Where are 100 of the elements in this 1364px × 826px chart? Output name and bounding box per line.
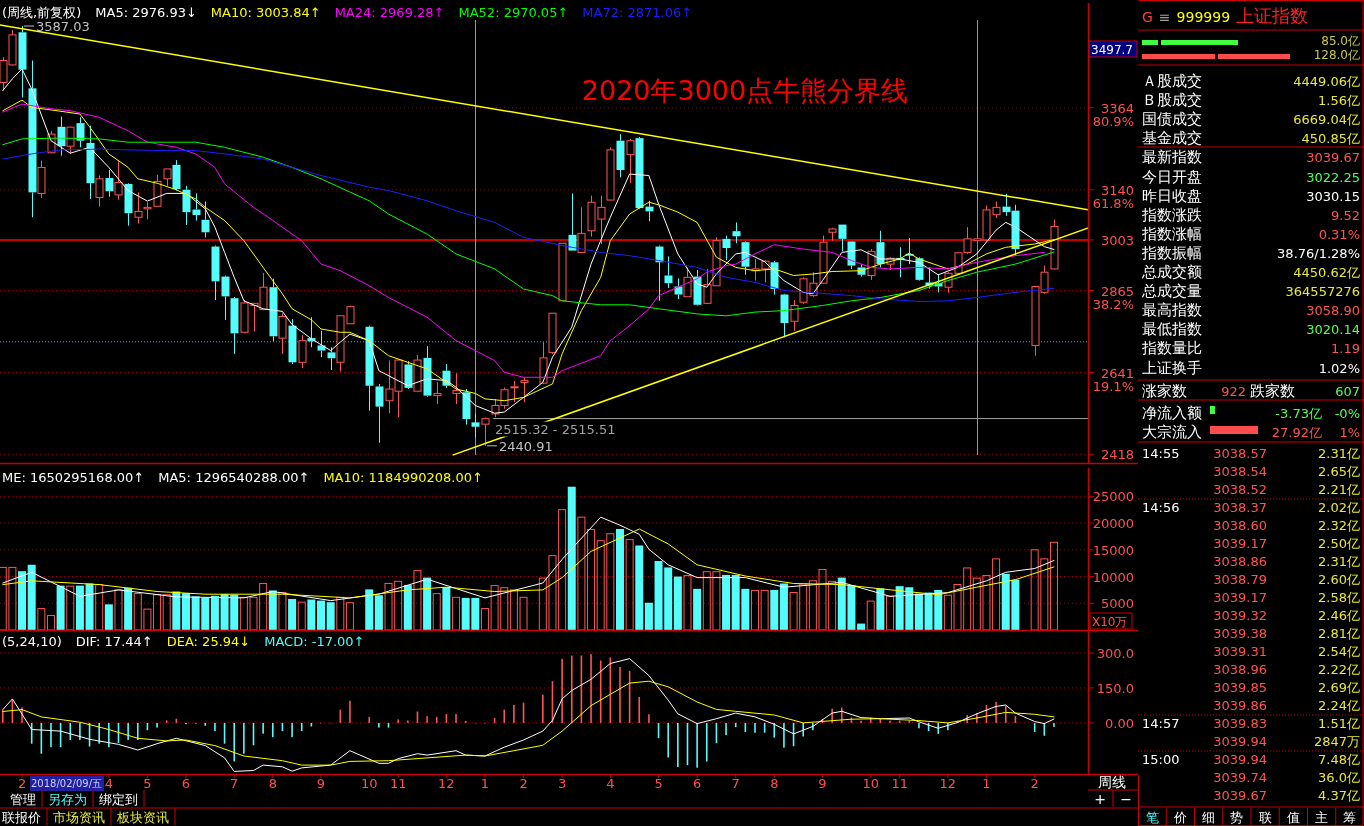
y-tick-label: 3003 xyxy=(1100,232,1134,248)
y-tick-label: 20000 xyxy=(1092,516,1134,532)
category-label: 上证换手 xyxy=(1142,358,1202,377)
text: MACD: -17.00↑ xyxy=(264,634,365,649)
category-label: 指数涨幅 xyxy=(1141,224,1202,243)
annotation: X10万 xyxy=(1092,615,1128,629)
text: 3039.32 2.46亿 xyxy=(1213,608,1360,623)
x-tick-label: 6 xyxy=(181,776,191,791)
x-tick-label: 5 xyxy=(654,776,663,791)
text: 4449.06亿 xyxy=(1293,74,1360,89)
x-tick-label: 1 xyxy=(480,776,490,791)
text: 6669.04亿 xyxy=(1293,112,1360,128)
x-tick-label: 1 xyxy=(982,776,991,791)
text: 1.02% xyxy=(1318,360,1360,376)
x-tick-label: 9 xyxy=(818,776,827,791)
x-tick-label: 12 xyxy=(438,776,455,791)
y-tick-label: 2641 19.1% xyxy=(1092,365,1134,395)
x-tick-label: 3 xyxy=(557,776,567,791)
category-label: 最低指数 xyxy=(1142,320,1202,339)
text: 3039.67 4.37亿 xyxy=(1213,788,1360,803)
category-label: 最高指数 xyxy=(1142,301,1202,320)
category-label: 昨日收盘 xyxy=(1142,186,1202,205)
text: 3038.86 2.31亿 xyxy=(1213,554,1360,569)
text: + − xyxy=(1094,791,1132,807)
category-label: 今日开盘 xyxy=(1142,167,1202,186)
text: MA5: 1296540288.00↑ xyxy=(158,470,310,485)
text: DEA: 25.94↓ xyxy=(166,634,251,649)
text: 3038.54 2.65亿 xyxy=(1213,464,1360,479)
y-tick-label: 0.00 xyxy=(1105,715,1134,731)
ref-line-label: 2515.32 - 2515.51 xyxy=(494,421,616,437)
x-tick-label: 7 xyxy=(230,776,239,791)
y-tick-label: 150.0 xyxy=(1096,680,1134,696)
category-label: Ａ股成交 xyxy=(1142,72,1202,90)
text: 3039.94 2847万 xyxy=(1213,734,1360,749)
annotation: 3587.03 xyxy=(36,19,90,35)
category-label: 指数振幅 xyxy=(1141,243,1202,262)
text: 14:56 3038.37 2.02亿 xyxy=(1142,500,1360,515)
text: 0.31% xyxy=(1318,226,1360,242)
text: 3039.17 2.50亿 xyxy=(1213,536,1360,551)
x-tick-label: 2 xyxy=(1030,776,1039,791)
category-label: Ｂ股成交 xyxy=(1142,91,1202,110)
x-tick-label: 10 xyxy=(862,776,879,791)
annotation: 3497.7 xyxy=(1091,43,1133,57)
text: 3039.85 2.69亿 xyxy=(1213,680,1360,695)
y-tick-label: 5000 xyxy=(1100,596,1134,612)
text: 2018/02/09/五 xyxy=(31,778,103,789)
text: 3038.60 2.32亿 xyxy=(1213,518,1360,533)
text: MA72: 2871.06↑ xyxy=(582,5,693,20)
x-tick-label: 8 xyxy=(770,776,779,791)
annotation: 2440.91 xyxy=(498,438,553,454)
text: 1.19 xyxy=(1331,341,1360,357)
x-tick-label: 9 xyxy=(316,776,326,791)
text: 3038.79 2.60亿 xyxy=(1213,572,1360,587)
x-tick-label: 11 xyxy=(891,776,908,791)
y-tick-label: 3364 80.9% xyxy=(1092,100,1134,130)
x-tick-label: 6 xyxy=(692,776,702,791)
y-tick-label: 15000 xyxy=(1092,542,1134,558)
text: MA24: 2969.28↑ xyxy=(334,5,445,20)
annotation: 周线 xyxy=(1098,774,1126,790)
text: 38.76/1.28% xyxy=(1277,245,1360,261)
legend-title: (5,24,10) xyxy=(2,634,62,649)
category-label: 指数涨跌 xyxy=(1141,205,1202,224)
legend-title: (周线,前复权) xyxy=(2,5,82,20)
category-label: 最新指数 xyxy=(1142,148,1202,167)
text: 3039.38 2.81亿 xyxy=(1213,626,1360,641)
category-label: 国债成交 xyxy=(1142,110,1202,129)
x-tick-label: 2 xyxy=(519,776,528,791)
text: 3039.67 xyxy=(1306,150,1360,166)
text: 3030.15 xyxy=(1306,188,1360,204)
x-tick-label: 12 xyxy=(939,776,957,791)
y-tick-label: 10000 xyxy=(1092,569,1134,585)
text: 450.85亿 xyxy=(1301,131,1360,147)
text: 联报价 市场资讯 板块资讯 xyxy=(2,810,169,825)
text: 3020.14 xyxy=(1306,322,1360,338)
text: MA10: 1184990208.00↑ xyxy=(323,470,483,485)
x-tick-label: 4 xyxy=(606,776,615,791)
x-tick-label: 7 xyxy=(731,776,740,791)
category-label: 总成交量 xyxy=(1141,282,1202,301)
text: 15:00 3039.94 7.48亿 xyxy=(1142,752,1360,767)
text: 3038.96 2.22亿 xyxy=(1213,662,1360,677)
text: 9.52 xyxy=(1331,207,1360,223)
text: 2020年3000点牛熊分界线 xyxy=(581,75,909,106)
text: 364557276 xyxy=(1285,284,1360,300)
text: MA5: 2976.93↓ xyxy=(95,5,197,20)
text: 净流入额 -3.73亿 -0% xyxy=(1142,404,1360,422)
text: 85.0亿 xyxy=(1321,34,1360,48)
text: 3022.25 xyxy=(1306,169,1360,185)
text: G ≡ 999999 上证指数 xyxy=(1142,5,1309,26)
text: MA52: 2970.05↑ xyxy=(458,5,569,20)
text: 14:57 3039.83 1.51亿 xyxy=(1142,716,1360,731)
text: 3038.52 2.21亿 xyxy=(1213,482,1360,497)
text: 管理 另存为 绑定到 xyxy=(10,792,138,807)
y-tick-label: 2418 xyxy=(1100,447,1134,463)
text: 3039.31 2.54亿 xyxy=(1213,644,1360,659)
x-tick-label: 10 xyxy=(360,776,378,791)
x-tick-label: 11 xyxy=(389,776,407,791)
text: DIF: 17.44↑ xyxy=(75,634,153,649)
y-tick-label: 2865 38.2% xyxy=(1092,283,1134,313)
text: 14:55 3038.57 2.31亿 xyxy=(1142,446,1360,461)
text: 3039.17 2.58亿 xyxy=(1213,590,1360,605)
